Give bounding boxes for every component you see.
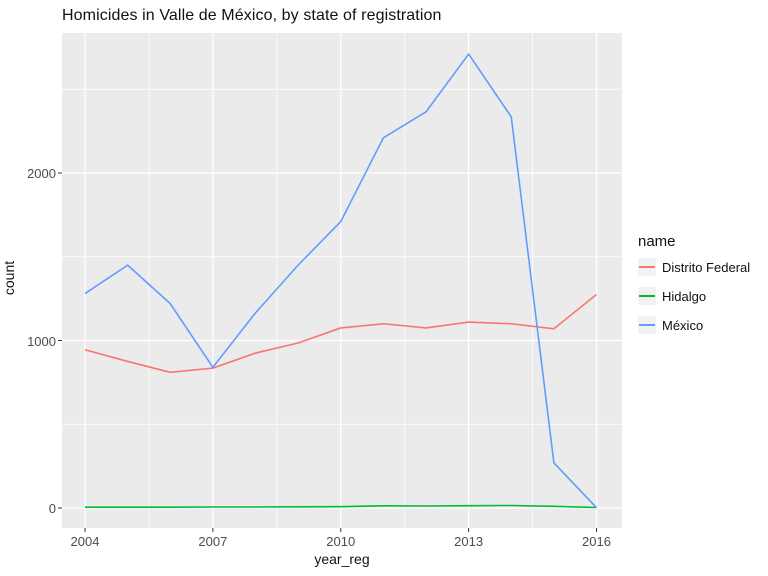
x-tick-label: 2016: [582, 534, 611, 549]
legend-label: México: [662, 317, 704, 333]
x-tick-label: 2007: [198, 534, 228, 549]
x-tick-label: 2010: [326, 534, 356, 549]
y-tick-label: 2000: [27, 166, 56, 181]
y-tick-label: 1000: [27, 333, 56, 349]
legend-key-swatch: [638, 316, 656, 334]
x-tick-label: 2004: [70, 534, 100, 549]
series-line-hidalgo: [85, 504, 597, 509]
legend-key-line: [639, 295, 655, 297]
legend-label: Hidalgo: [662, 288, 707, 304]
x-axis-title: year_reg: [314, 551, 370, 567]
legend: name Distrito Federal Hidalgo México: [638, 233, 750, 345]
legend-key-line: [639, 324, 655, 326]
legend-key-swatch: [638, 258, 656, 276]
series-line-distrito-federal: [84, 293, 598, 374]
legend-item-méxico: México: [638, 316, 750, 334]
series-line-méxico: [84, 53, 598, 509]
legend-items: Distrito Federal Hidalgo México: [638, 258, 750, 334]
legend-label: Distrito Federal: [662, 259, 751, 275]
legend-key-line: [639, 266, 655, 268]
x-tick-label: 2013: [454, 534, 484, 549]
legend-item-hidalgo: Hidalgo: [638, 287, 750, 305]
legend-key-swatch: [638, 287, 656, 305]
legend-item-distrito-federal: Distrito Federal: [638, 258, 750, 276]
y-tick-label: 0: [48, 501, 56, 516]
y-axis-title: count: [1, 260, 17, 296]
panel-background: [62, 33, 622, 528]
legend-title: name: [638, 233, 676, 250]
chart-title: Homicides in Valle de México, by state o…: [62, 7, 442, 24]
